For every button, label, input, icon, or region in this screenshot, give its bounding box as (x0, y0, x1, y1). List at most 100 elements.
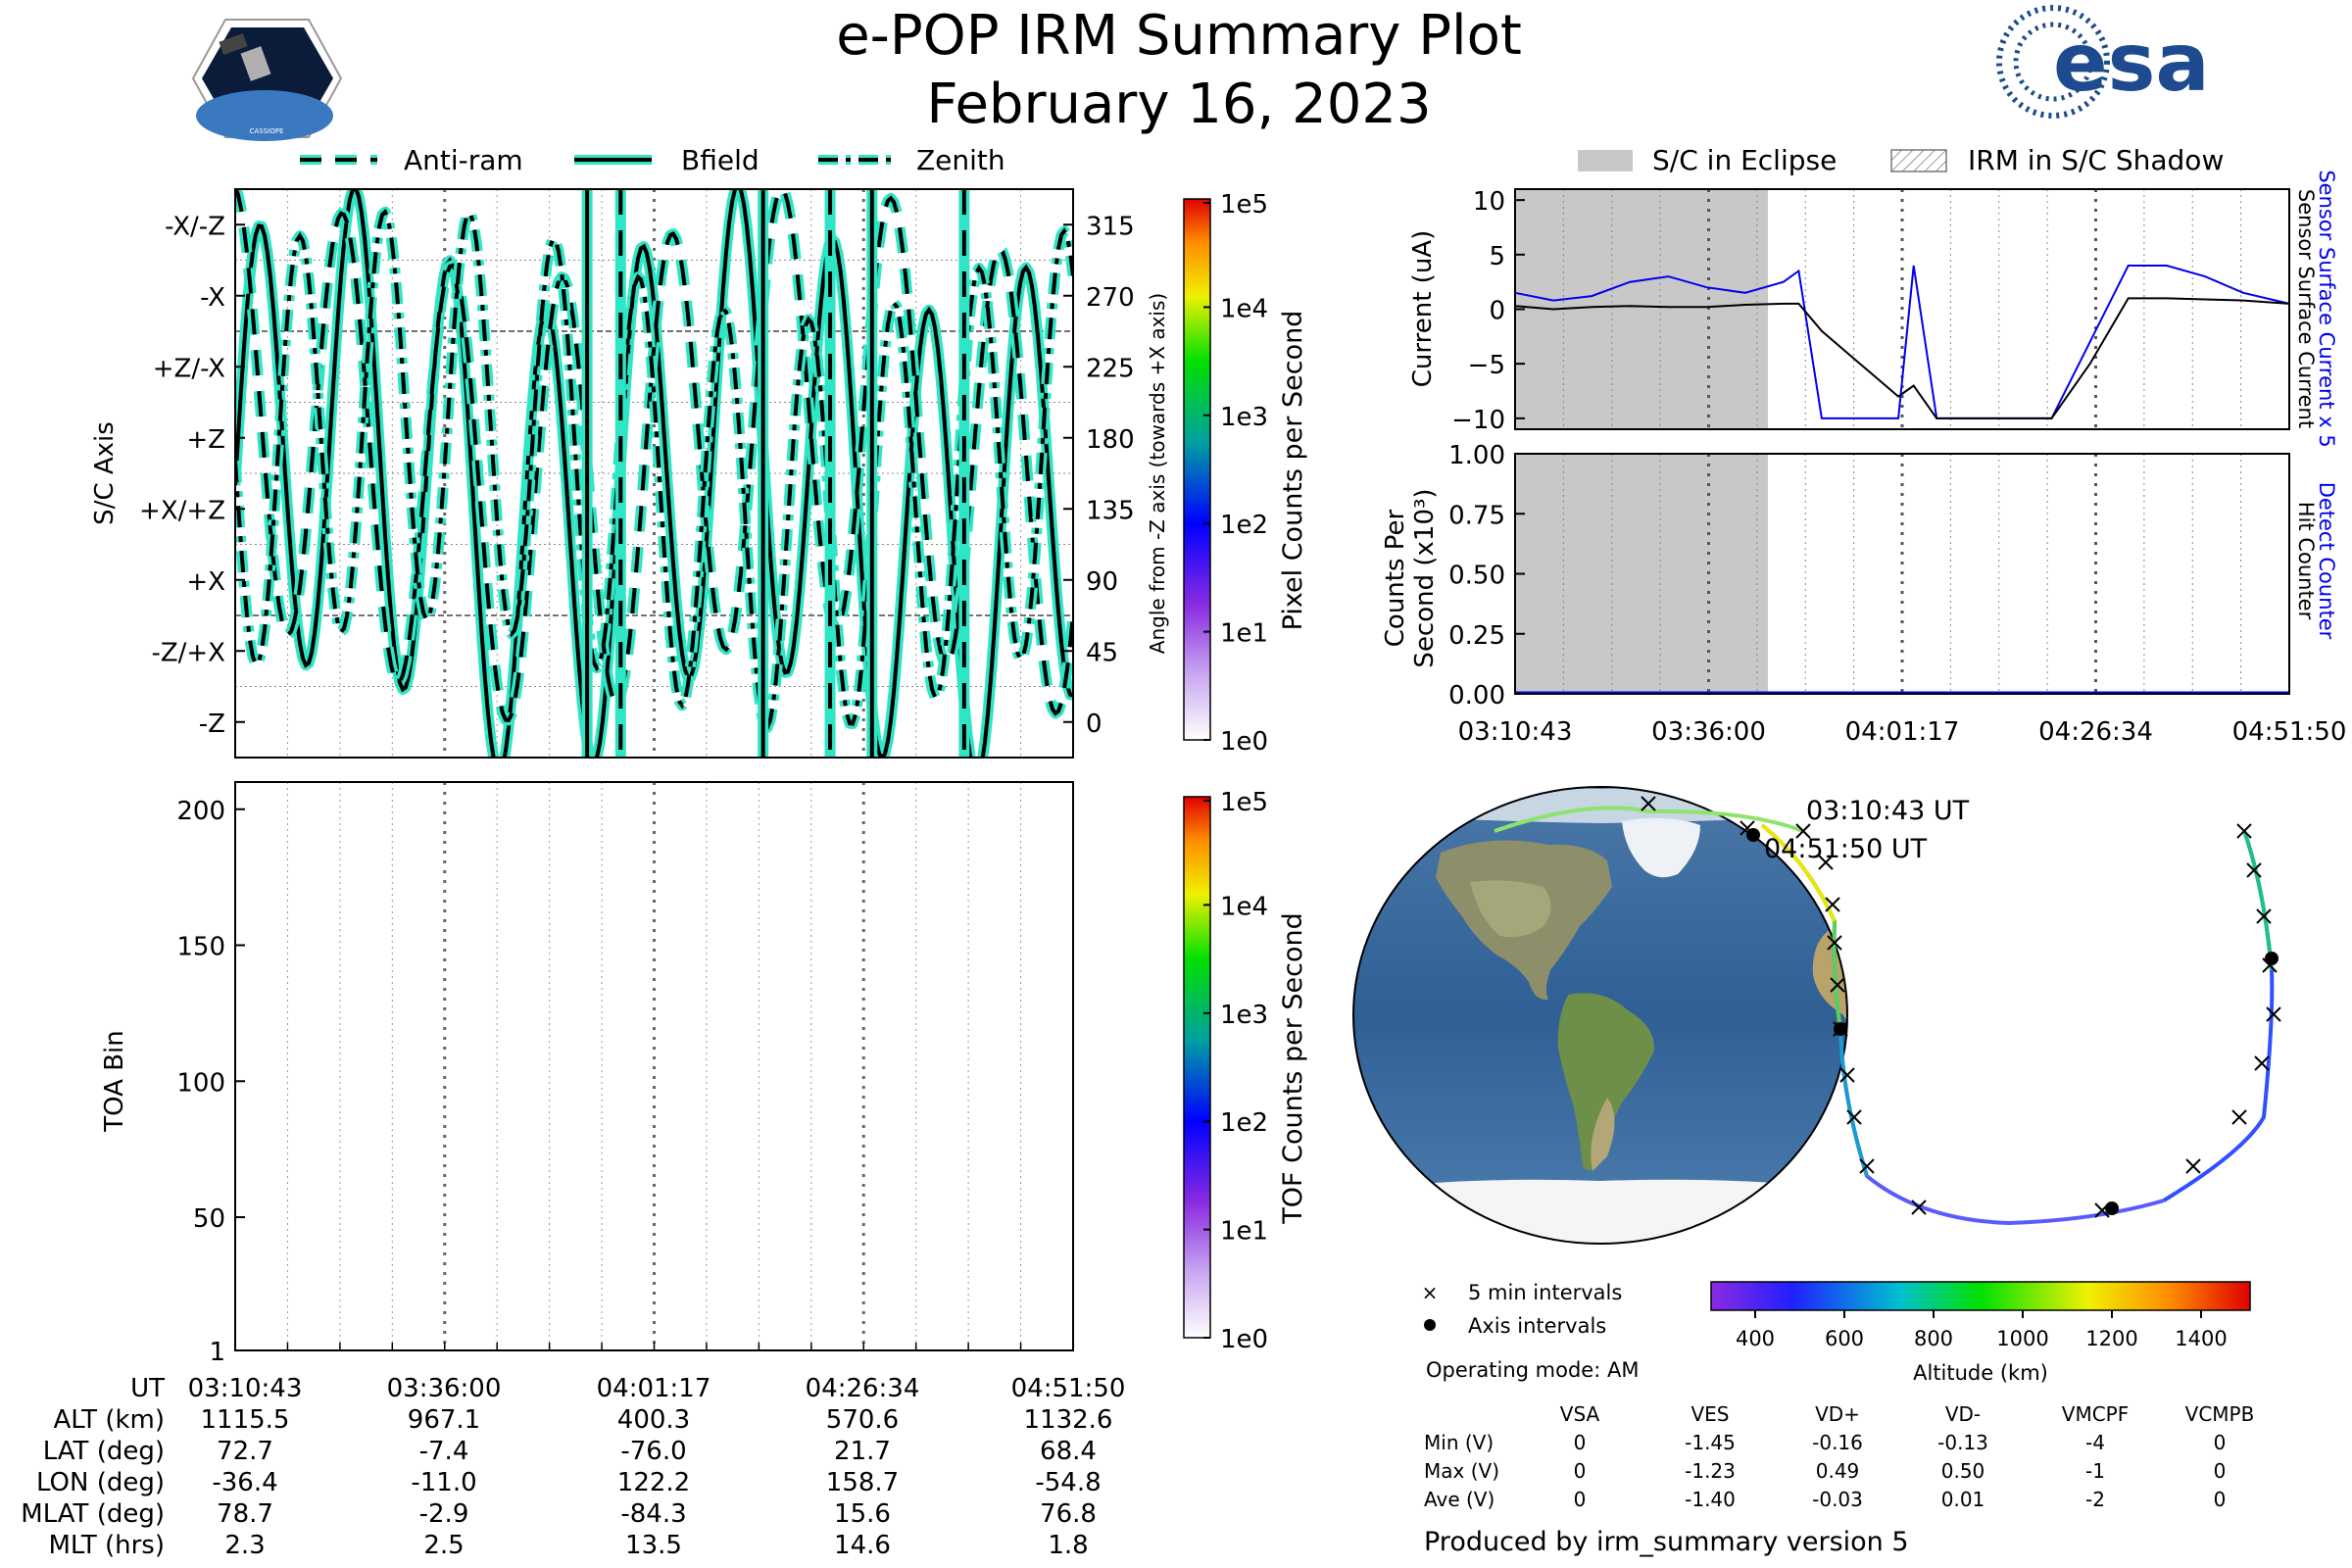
interval-marker (1911, 1200, 1927, 1215)
ephemeris-cell: -54.8 (1035, 1468, 1101, 1497)
ephemeris-cell: 122.2 (617, 1468, 690, 1497)
ephemeris-cell: -76.0 (620, 1437, 686, 1466)
altitude-tick-label: 400 (1736, 1327, 1775, 1350)
svg-text:CASSIOPE: CASSIOPE (250, 127, 284, 135)
voltage-cell: 0.49 (1816, 1459, 1860, 1483)
interval-marker (1827, 935, 1842, 951)
angle-tick-label: 135 (1086, 496, 1135, 525)
voltage-cell: 0 (2214, 1459, 2227, 1483)
ground-track-pacific (2162, 830, 2275, 1202)
counts-ytick-label: 1.00 (1448, 441, 1505, 470)
pixel-colorbar-label: Pixel Counts per Second (1278, 311, 1308, 631)
sc-ytick-label: +Z/-X (153, 354, 225, 383)
angle-tick-label: 225 (1086, 354, 1135, 383)
voltage-cell: 0 (2214, 1431, 2227, 1454)
voltage-header: VCMPB (2185, 1402, 2255, 1426)
axis-interval-dot (1834, 1022, 1847, 1036)
altitude-tick-label: 600 (1825, 1327, 1864, 1350)
ground-track-north (1494, 806, 1804, 833)
ephemeris-cell: -36.4 (212, 1468, 277, 1497)
voltage-header: VSA (1560, 1402, 1600, 1426)
altitude-tick-label: 800 (1914, 1327, 1953, 1350)
voltage-row-label: Min (V) (1424, 1431, 1494, 1454)
ephemeris-cell: -84.3 (620, 1499, 686, 1529)
ephemeris-cell: 2.3 (224, 1531, 265, 1560)
cassiope-logo: CASSIOPE (191, 19, 343, 141)
colorbar-tick-label: 1e1 (1220, 1217, 1268, 1247)
svg-text:×: × (1422, 1281, 1439, 1304)
axis-interval-dot (2265, 952, 2278, 965)
angle-tick-label: 180 (1086, 425, 1135, 455)
colorbar-tick-label: 1e4 (1220, 892, 1268, 921)
ephemeris-cell: 1115.5 (201, 1405, 290, 1435)
interval-marker (1830, 977, 1845, 993)
current-ytick-label: 10 (1473, 187, 1505, 217)
angle-tick-label: 45 (1086, 638, 1118, 667)
voltage-cell: 0 (1574, 1459, 1587, 1483)
angle-tick-label: 270 (1086, 283, 1135, 313)
ephemeris-cell: 15.6 (834, 1499, 891, 1529)
ephemeris-cell: 158.7 (826, 1468, 899, 1497)
ephemeris-row-label: UT (130, 1374, 165, 1403)
legend-eclipse: S/C in Eclipse (1652, 144, 1837, 176)
current-right-black: Sensor Surface Current (2294, 189, 2318, 428)
toa-ytick-label: 200 (176, 797, 225, 826)
ephemeris-row-label: LON (deg) (36, 1468, 165, 1497)
counts-xtick-label: 03:36:00 (1651, 717, 1766, 747)
legend-bfield: Bfield (681, 144, 760, 176)
sc-axis-panel: -X/-Z -X +Z/-X +Z +X/+Z +X -Z/+X -Z 315 270 225 18… (90, 188, 1308, 759)
altitude-label: Altitude (km) (1913, 1361, 2048, 1385)
voltage-cell: -1.45 (1685, 1431, 1736, 1454)
footer: Produced by irm_summary version 5 (1424, 1527, 1909, 1557)
axis-interval-dot (2105, 1201, 2119, 1215)
colorbar-tick-label: 1e5 (1220, 788, 1268, 817)
ephemeris-cell: 04:51:50 (1011, 1374, 1126, 1403)
voltage-cell: -1 (2085, 1459, 2105, 1483)
legend-anti-ram: Anti-ram (404, 144, 523, 176)
map-legend: × 5 min intervals Axis intervals (1422, 1281, 1623, 1338)
toa-ytick-label: 100 (176, 1068, 225, 1098)
current-panel: 10 5 0 −5 −10 Current (uA) Sensor Surface Cu… (1408, 170, 2338, 447)
angle-axis-label: Angle from -Z axis (towards +X axis) (1146, 293, 1169, 654)
operating-mode: Operating mode: AM (1426, 1358, 1639, 1382)
voltage-row-label: Max (V) (1424, 1459, 1499, 1483)
sc-ytick-label: -X (200, 283, 225, 313)
voltage-header: VD- (1945, 1402, 1981, 1426)
ephemeris-cell: 03:10:43 (188, 1374, 303, 1403)
ephemeris-cell: 400.3 (617, 1405, 690, 1435)
counts-ytick-label: 0.75 (1448, 501, 1505, 530)
toa-ytick-label: 50 (193, 1204, 225, 1234)
current-ytick-label: 0 (1489, 297, 1505, 326)
altitude-tick-label: 1000 (1996, 1327, 2048, 1350)
voltage-cell: -0.16 (1812, 1431, 1863, 1454)
ephemeris-cell: 14.6 (834, 1531, 891, 1560)
sc-ytick-label: -X/-Z (165, 212, 225, 241)
voltage-cell: 0.01 (1941, 1488, 1985, 1511)
voltage-header: VMCPF (2062, 1402, 2129, 1426)
angle-tick-label: 90 (1086, 567, 1118, 597)
counts-ylabel-1: Counts Per (1381, 509, 1410, 647)
interval-marker (1818, 855, 1834, 870)
sc-ytick-label: +X/+Z (139, 496, 225, 525)
toa-ytick-label: 1 (209, 1338, 225, 1367)
ephemeris-cell: 21.7 (834, 1437, 891, 1466)
current-series (1514, 297, 2290, 419)
ephemeris-row-label: MLAT (deg) (21, 1499, 165, 1529)
voltage-cell: -1.23 (1685, 1459, 1736, 1483)
altitude-tick-label: 1200 (2085, 1327, 2137, 1350)
interval-marker (2185, 1158, 2201, 1174)
ephemeris-cell: 03:36:00 (387, 1374, 502, 1403)
colorbar-tick-label: 1e2 (1220, 1108, 1268, 1138)
sc-axis-legend: Anti-ram Bfield Zenith (300, 144, 1005, 176)
counts-ytick-label: 0.00 (1448, 681, 1505, 710)
interval-marker (1859, 1158, 1875, 1174)
interval-marker (2236, 823, 2252, 839)
counts-xtick-label: 04:01:17 (1845, 717, 1960, 747)
counts-right-blue: Detect Counter (2315, 482, 2338, 640)
ephemeris-cell: 967.1 (408, 1405, 480, 1435)
counts-xtick-label: 04:51:50 (2232, 717, 2347, 747)
ephemeris-cell: 68.4 (1040, 1437, 1097, 1466)
counts-ylabel-2: Second (x10³) (1410, 488, 1440, 667)
ephemeris-cell: 1.8 (1048, 1531, 1088, 1560)
